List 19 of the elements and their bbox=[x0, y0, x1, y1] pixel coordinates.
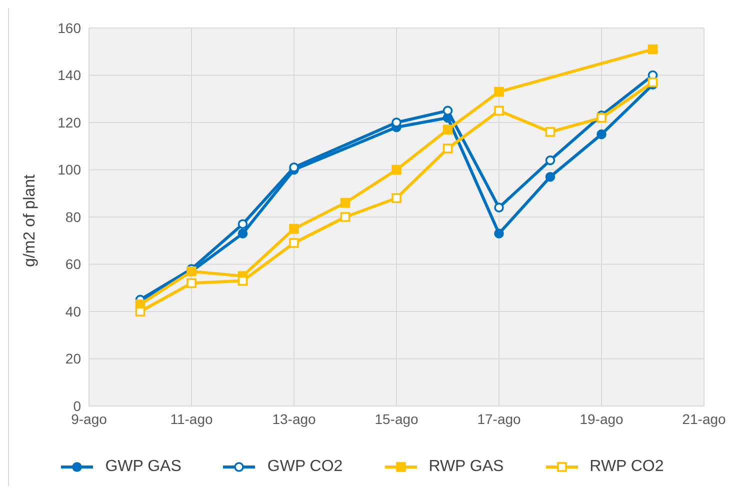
x-tick-label: 13-ago bbox=[272, 410, 316, 427]
y-tick-label: 100 bbox=[58, 162, 82, 178]
x-tick-label: 21-ago bbox=[682, 410, 726, 427]
legend-label: GWP CO2 bbox=[267, 458, 343, 476]
x-tick-label: 15-ago bbox=[374, 410, 419, 427]
legend-label: GWP GAS bbox=[105, 458, 182, 476]
x-tick-label: 19-ago bbox=[580, 410, 624, 427]
y-axis-title: g/m2 of plant bbox=[22, 174, 39, 267]
y-tick-label: 80 bbox=[65, 208, 82, 225]
x-tick-label: 11-ago bbox=[170, 410, 213, 427]
legend-label: RWP GAS bbox=[428, 458, 504, 476]
legend-label: RWP CO2 bbox=[590, 458, 664, 476]
y-tick-label: 140 bbox=[58, 67, 82, 84]
y-tick-label: 40 bbox=[65, 303, 82, 320]
y-tick-label: 20 bbox=[65, 350, 82, 367]
y-tick-label: 120 bbox=[58, 114, 82, 130]
x-tick-label: 17-ago bbox=[477, 410, 522, 427]
y-tick-label: 60 bbox=[65, 256, 82, 272]
y-tick-label: 160 bbox=[58, 20, 82, 36]
